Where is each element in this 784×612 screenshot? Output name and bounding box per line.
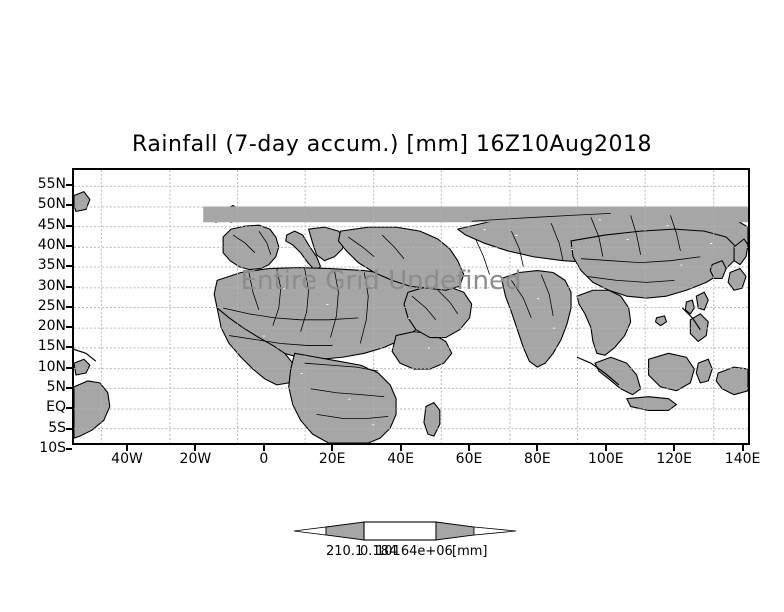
colorbar-units-label: [mm] xyxy=(452,544,488,559)
x-axis-tick-label: 100E xyxy=(588,451,624,467)
y-axis-tick-label: 45N xyxy=(37,216,66,233)
y-axis-tick-mark xyxy=(66,285,72,288)
y-axis-tick-label: EQ xyxy=(46,399,66,416)
colorbar[interactable]: 210.1 0.184 10164e+06 [mm] xyxy=(292,518,518,564)
y-axis-tick-mark xyxy=(66,346,72,349)
y-axis-tick-mark xyxy=(66,326,72,329)
x-axis-tick-label: 80E xyxy=(524,451,551,467)
gridlines xyxy=(74,170,748,443)
y-axis-tick-mark xyxy=(66,305,72,308)
country-borders xyxy=(223,212,701,419)
y-axis-tick-mark xyxy=(66,366,72,369)
x-axis-tick-mark xyxy=(262,445,265,451)
y-axis-tick-mark xyxy=(66,204,72,207)
y-axis-tick-mark xyxy=(66,427,72,430)
y-axis-tick-label: 5S xyxy=(48,419,66,436)
coastlines xyxy=(74,307,701,386)
y-axis-tick-mark xyxy=(66,184,72,186)
y-axis-tick-mark xyxy=(66,224,72,227)
y-axis-tick-label: 15N xyxy=(37,338,66,355)
x-axis-tick-label: 60E xyxy=(455,451,483,467)
data-speckle xyxy=(262,219,713,426)
x-axis-tick-mark xyxy=(673,445,676,451)
y-axis-tick-label: 50N xyxy=(37,196,66,213)
y-axis-tick-label: 30N xyxy=(37,277,66,294)
world-basemap xyxy=(74,170,748,443)
y-axis-tick-mark xyxy=(66,387,72,389)
y-axis-tick-label: 20N xyxy=(37,318,66,335)
x-axis-tick-mark xyxy=(194,445,197,451)
y-axis-tick-label: 25N xyxy=(37,297,66,314)
y-axis-tick-label: 10N xyxy=(37,358,66,375)
x-axis-tick-label: 0 xyxy=(259,451,269,467)
x-axis-tick-label: 140E xyxy=(724,451,761,467)
x-axis-tick-mark xyxy=(126,445,128,451)
x-axis-tick-label: 20W xyxy=(179,451,212,467)
y-axis-tick-label: 10S xyxy=(39,439,66,456)
x-axis-tick-mark xyxy=(536,445,539,451)
y-axis-tick-mark xyxy=(66,265,72,268)
x-axis-tick-mark xyxy=(331,445,334,451)
y-axis-tick-mark xyxy=(66,447,72,450)
x-axis-tick-label: 40E xyxy=(387,451,414,467)
y-axis-tick-label: 40N xyxy=(37,236,66,253)
colorbar-mid-label: 0.184 xyxy=(360,544,398,559)
x-axis-tick-label: 20E xyxy=(318,451,346,467)
x-axis-tick-mark xyxy=(399,445,402,451)
colorbar-swatches[interactable] xyxy=(292,518,518,544)
y-axis-tick-label: 35N xyxy=(37,257,66,274)
colorbar-max-label: 10164e+06 xyxy=(376,544,453,559)
y-axis-tick-mark xyxy=(66,407,72,410)
x-axis-tick-label: 120E xyxy=(656,451,692,467)
y-axis-tick-label: 5N xyxy=(46,379,66,395)
y-axis-tick-label: 55N xyxy=(37,176,66,192)
x-axis-tick-label: 40W xyxy=(111,451,143,467)
north-shading-band xyxy=(203,206,748,223)
colorbar-min-label: 210.1 xyxy=(326,544,364,559)
land-polygons xyxy=(74,191,748,443)
x-axis-tick-mark xyxy=(741,445,744,451)
x-axis-tick-mark xyxy=(468,445,470,451)
x-axis-tick-mark xyxy=(604,445,607,451)
y-axis-tick-mark xyxy=(66,244,72,247)
map-plot-area[interactable]: Entire Grid Undefined xyxy=(72,168,750,445)
page-title: Rainfall (7-day accum.) [mm] 16Z10Aug201… xyxy=(132,132,652,157)
